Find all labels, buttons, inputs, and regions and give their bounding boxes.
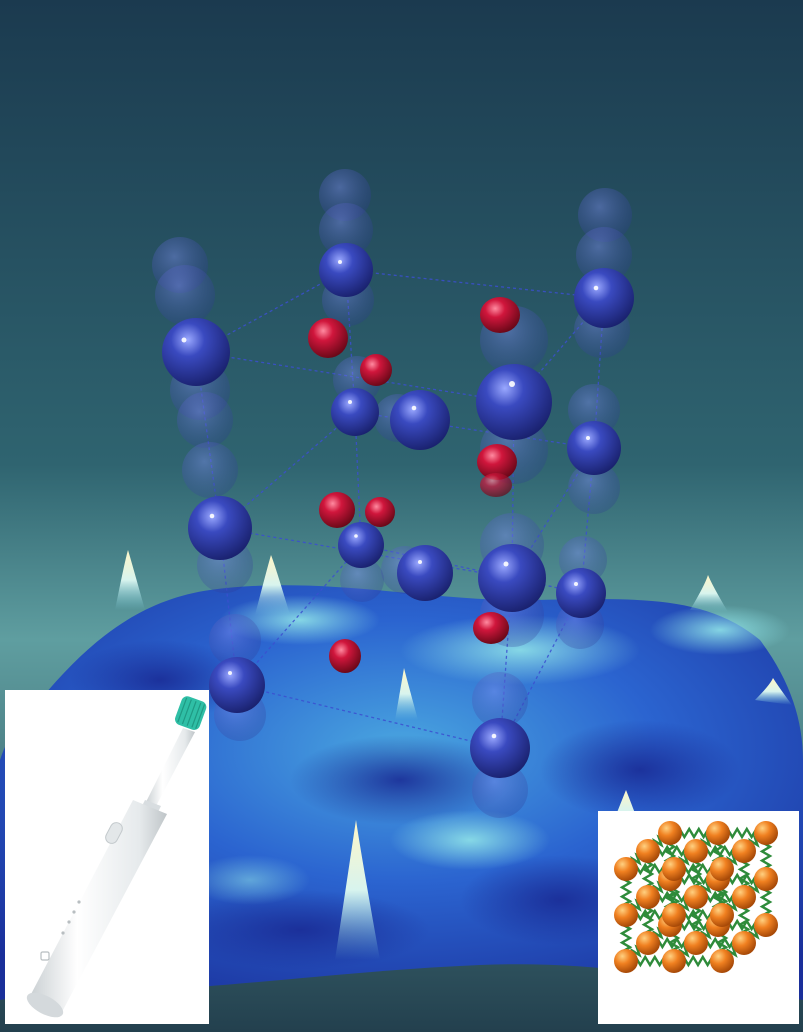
ball: [684, 931, 708, 955]
ball: [732, 839, 756, 863]
large-atoms: [162, 243, 634, 778]
ball: [614, 903, 638, 927]
ball: [658, 821, 682, 845]
atom: [338, 522, 384, 568]
ball: [710, 949, 734, 973]
atom: [319, 243, 373, 297]
atom: [470, 718, 530, 778]
atom: [556, 568, 606, 618]
ball: [662, 903, 686, 927]
atom: [477, 444, 517, 480]
atom: [480, 297, 520, 333]
ball: [732, 931, 756, 955]
ball: [662, 949, 686, 973]
atom: [390, 390, 450, 450]
ball: [614, 949, 638, 973]
spring-lattice-inset: [598, 811, 799, 1024]
ball: [684, 839, 708, 863]
small-atoms: [308, 297, 520, 673]
atom: [480, 473, 512, 497]
ball: [754, 867, 778, 891]
atom-highlights: [181, 260, 599, 739]
atom: [331, 388, 379, 436]
ball: [636, 885, 660, 909]
ball: [710, 903, 734, 927]
ball: [754, 821, 778, 845]
electric-toothbrush-icon: [26, 696, 207, 1018]
ball: [710, 857, 734, 881]
atom: [473, 612, 509, 644]
ball: [636, 931, 660, 955]
ball-and-spring-lattice-icon: [614, 821, 778, 973]
ball: [706, 821, 730, 845]
atom: [308, 318, 348, 358]
atom: [329, 639, 361, 673]
atom: [360, 354, 392, 386]
ball: [662, 857, 686, 881]
atom: [209, 657, 265, 713]
ball: [754, 913, 778, 937]
ball: [732, 885, 756, 909]
atom: [162, 318, 230, 386]
ball: [614, 857, 638, 881]
atom: [567, 421, 621, 475]
ball: [684, 885, 708, 909]
atom: [319, 492, 355, 528]
toothbrush-inset: [5, 690, 209, 1024]
atom: [478, 544, 546, 612]
atom: [365, 497, 395, 527]
atom: [188, 496, 252, 560]
atom: [574, 268, 634, 328]
ball: [636, 839, 660, 863]
atom: [397, 545, 453, 601]
atom: [476, 364, 552, 440]
